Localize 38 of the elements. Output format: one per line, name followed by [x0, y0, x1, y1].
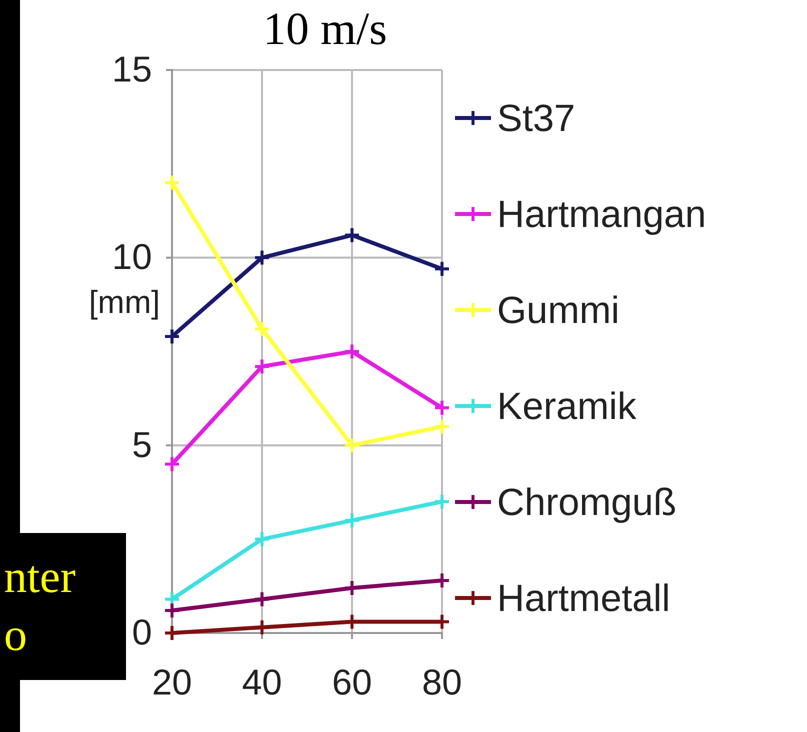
legend-label: Chromguß — [497, 482, 676, 524]
point — [164, 602, 180, 619]
x-tick-label: 20 — [152, 662, 192, 703]
x-tick-label: 80 — [422, 662, 462, 703]
point — [344, 226, 360, 244]
y-tick-label: 15 — [112, 48, 152, 90]
point — [344, 343, 360, 360]
legend-label: Hartmetall — [497, 578, 670, 620]
legend-label: Keramik — [497, 386, 638, 428]
text: o — [4, 609, 27, 660]
point — [254, 249, 270, 266]
point — [344, 512, 360, 529]
legend-label: Gummi — [497, 290, 620, 332]
point — [164, 328, 180, 345]
point — [434, 418, 450, 436]
point — [254, 530, 270, 548]
text: nter — [4, 551, 76, 602]
point — [434, 399, 450, 416]
legend-label: Hartmangan — [497, 194, 706, 236]
y-axis-title: [mm] — [88, 284, 160, 320]
point — [344, 579, 360, 596]
point — [254, 618, 270, 636]
point — [164, 456, 180, 473]
point — [434, 493, 450, 510]
x-tick-label: 60 — [332, 662, 372, 703]
y-tick-label: 10 — [112, 236, 152, 278]
point — [254, 320, 270, 338]
y-tick-label: 0 — [132, 612, 152, 653]
y-tick-label: 5 — [132, 424, 152, 465]
point — [164, 174, 180, 192]
point — [344, 436, 360, 454]
point — [254, 590, 270, 608]
point — [434, 572, 450, 589]
chart-title: 10 m/s — [263, 3, 387, 54]
x-tick-label: 40 — [242, 662, 282, 703]
point — [254, 358, 270, 376]
point — [434, 260, 450, 278]
legend-label: St37 — [497, 98, 576, 140]
